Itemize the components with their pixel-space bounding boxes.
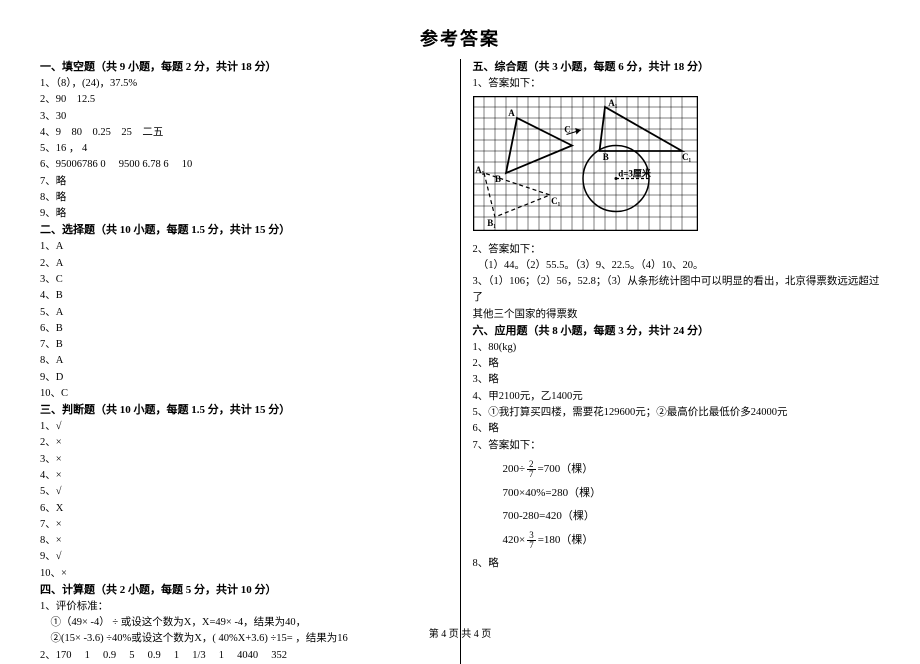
sec6-6: 6、略 [473, 421, 881, 437]
sec3-2: 2、× [40, 435, 448, 451]
sec3-7: 7、× [40, 517, 448, 533]
sec4-4: 2、170 1 0.9 5 0.9 1 1/3 1 4040 352 [40, 648, 448, 664]
sec5-1: 1、答案如下： [473, 76, 881, 92]
sec2-3: 3、C [40, 272, 448, 288]
sec5-2a: （1）44。（2）55.5。（3）9、22.5。（4）10、20。 [473, 258, 881, 274]
sec5-3b: 其他三个国家的得票数 [473, 307, 881, 323]
right-column: 五、综合题（共 3 小题，每题 6 分，共计 18 分） 1、答案如下： A B C… [461, 59, 881, 664]
geometry-graph: A B C A₁ B C₁ A₁ B₁ C₁ d=3厘米 [473, 96, 698, 231]
page-title: 参考答案 [40, 25, 880, 51]
formula-1: 200÷27=700（棵） [503, 460, 881, 479]
sec2-8: 8、A [40, 353, 448, 369]
sec3-10: 10、× [40, 566, 448, 582]
f4b: =180（棵） [538, 534, 594, 546]
sec4-1: 1、评价标准： [40, 599, 448, 615]
sec5-3a: 3、（1）106；（2）56，52.8；（3）从条形统计图中可以明显的看出，北京… [473, 274, 881, 307]
formula-block: 200÷27=700（棵） 700×40%=280（棵） 700-280=420… [503, 460, 881, 550]
frac-3-7: 37 [527, 531, 536, 550]
sec1-7: 7、略 [40, 174, 448, 190]
svg-text:C: C [564, 125, 571, 135]
sec3-1: 1、√ [40, 419, 448, 435]
sec6-8: 8、略 [473, 556, 881, 572]
sec3-4: 4、× [40, 468, 448, 484]
sec2-1: 1、A [40, 239, 448, 255]
svg-text:B₁: B₁ [487, 218, 496, 228]
sec6-header: 六、应用题（共 8 小题，每题 3 分，共计 24 分） [473, 323, 881, 340]
formula-2: 700×40%=280（棵） [503, 485, 881, 502]
f1b: =700（棵） [538, 463, 594, 475]
svg-text:C₁: C₁ [682, 152, 691, 162]
sec2-7: 7、B [40, 337, 448, 353]
sec1-header: 一、填空题（共 9 小题，每题 2 分，共计 18 分） [40, 59, 448, 76]
sec5-2: 2、答案如下： [473, 242, 881, 258]
columns-container: 一、填空题（共 9 小题，每题 2 分，共计 18 分） 1、（8），(24)，… [40, 59, 880, 664]
sec1-2: 2、90 12.5 [40, 92, 448, 108]
sec1-9: 9、略 [40, 206, 448, 222]
sec3-3: 3、× [40, 452, 448, 468]
sec3-6: 6、X [40, 501, 448, 517]
frac-2-7: 27 [527, 460, 536, 479]
svg-text:C₁: C₁ [551, 196, 560, 206]
sec6-4: 4、甲2100元，乙1400元 [473, 389, 881, 405]
svg-text:B: B [602, 152, 608, 162]
sec1-3: 3、30 [40, 109, 448, 125]
sec6-1: 1、80(kg) [473, 340, 881, 356]
sec6-5: 5、①我打算买四楼，需要花129600元；②最高价比最低价多24000元 [473, 405, 881, 421]
sec6-3: 3、略 [473, 372, 881, 388]
sec2-2: 2、A [40, 256, 448, 272]
svg-text:A₁: A₁ [475, 165, 484, 175]
sec3-header: 三、判断题（共 10 小题，每题 1.5 分，共计 15 分） [40, 402, 448, 419]
formula-3: 700-280=420（棵） [503, 508, 881, 525]
svg-text:A: A [508, 108, 515, 118]
sec1-4: 4、9 80 0.25 25 二五 [40, 125, 448, 141]
f4a: 420× [503, 534, 526, 546]
f1a: 200÷ [503, 463, 526, 475]
sec2-10: 10、C [40, 386, 448, 402]
sec2-5: 5、A [40, 305, 448, 321]
sec3-5: 5、√ [40, 484, 448, 500]
sec3-8: 8、× [40, 533, 448, 549]
sec3-9: 9、√ [40, 549, 448, 565]
sec2-4: 4、B [40, 288, 448, 304]
svg-text:d=3厘米: d=3厘米 [618, 168, 652, 179]
svg-text:A₁: A₁ [608, 98, 617, 108]
sec1-1: 1、（8），(24)，37.5% [40, 76, 448, 92]
formula-4: 420×37=180（棵） [503, 531, 881, 550]
page-footer: 第 4 页 共 4 页 [0, 625, 920, 640]
sec1-6: 6、95006786 0 9500 6.78 6 10 [40, 157, 448, 173]
sec6-2: 2、略 [473, 356, 881, 372]
sec4-header: 四、计算题（共 2 小题，每题 5 分，共计 10 分） [40, 582, 448, 599]
svg-text:B: B [495, 174, 501, 184]
sec2-6: 6、B [40, 321, 448, 337]
sec2-9: 9、D [40, 370, 448, 386]
sec5-header: 五、综合题（共 3 小题，每题 6 分，共计 18 分） [473, 59, 881, 76]
sec6-7: 7、答案如下： [473, 438, 881, 454]
sec1-5: 5、16 ， 4 [40, 141, 448, 157]
left-column: 一、填空题（共 9 小题，每题 2 分，共计 18 分） 1、（8），(24)，… [40, 59, 460, 664]
sec2-header: 二、选择题（共 10 小题，每题 1.5 分，共计 15 分） [40, 222, 448, 239]
sec1-8: 8、略 [40, 190, 448, 206]
